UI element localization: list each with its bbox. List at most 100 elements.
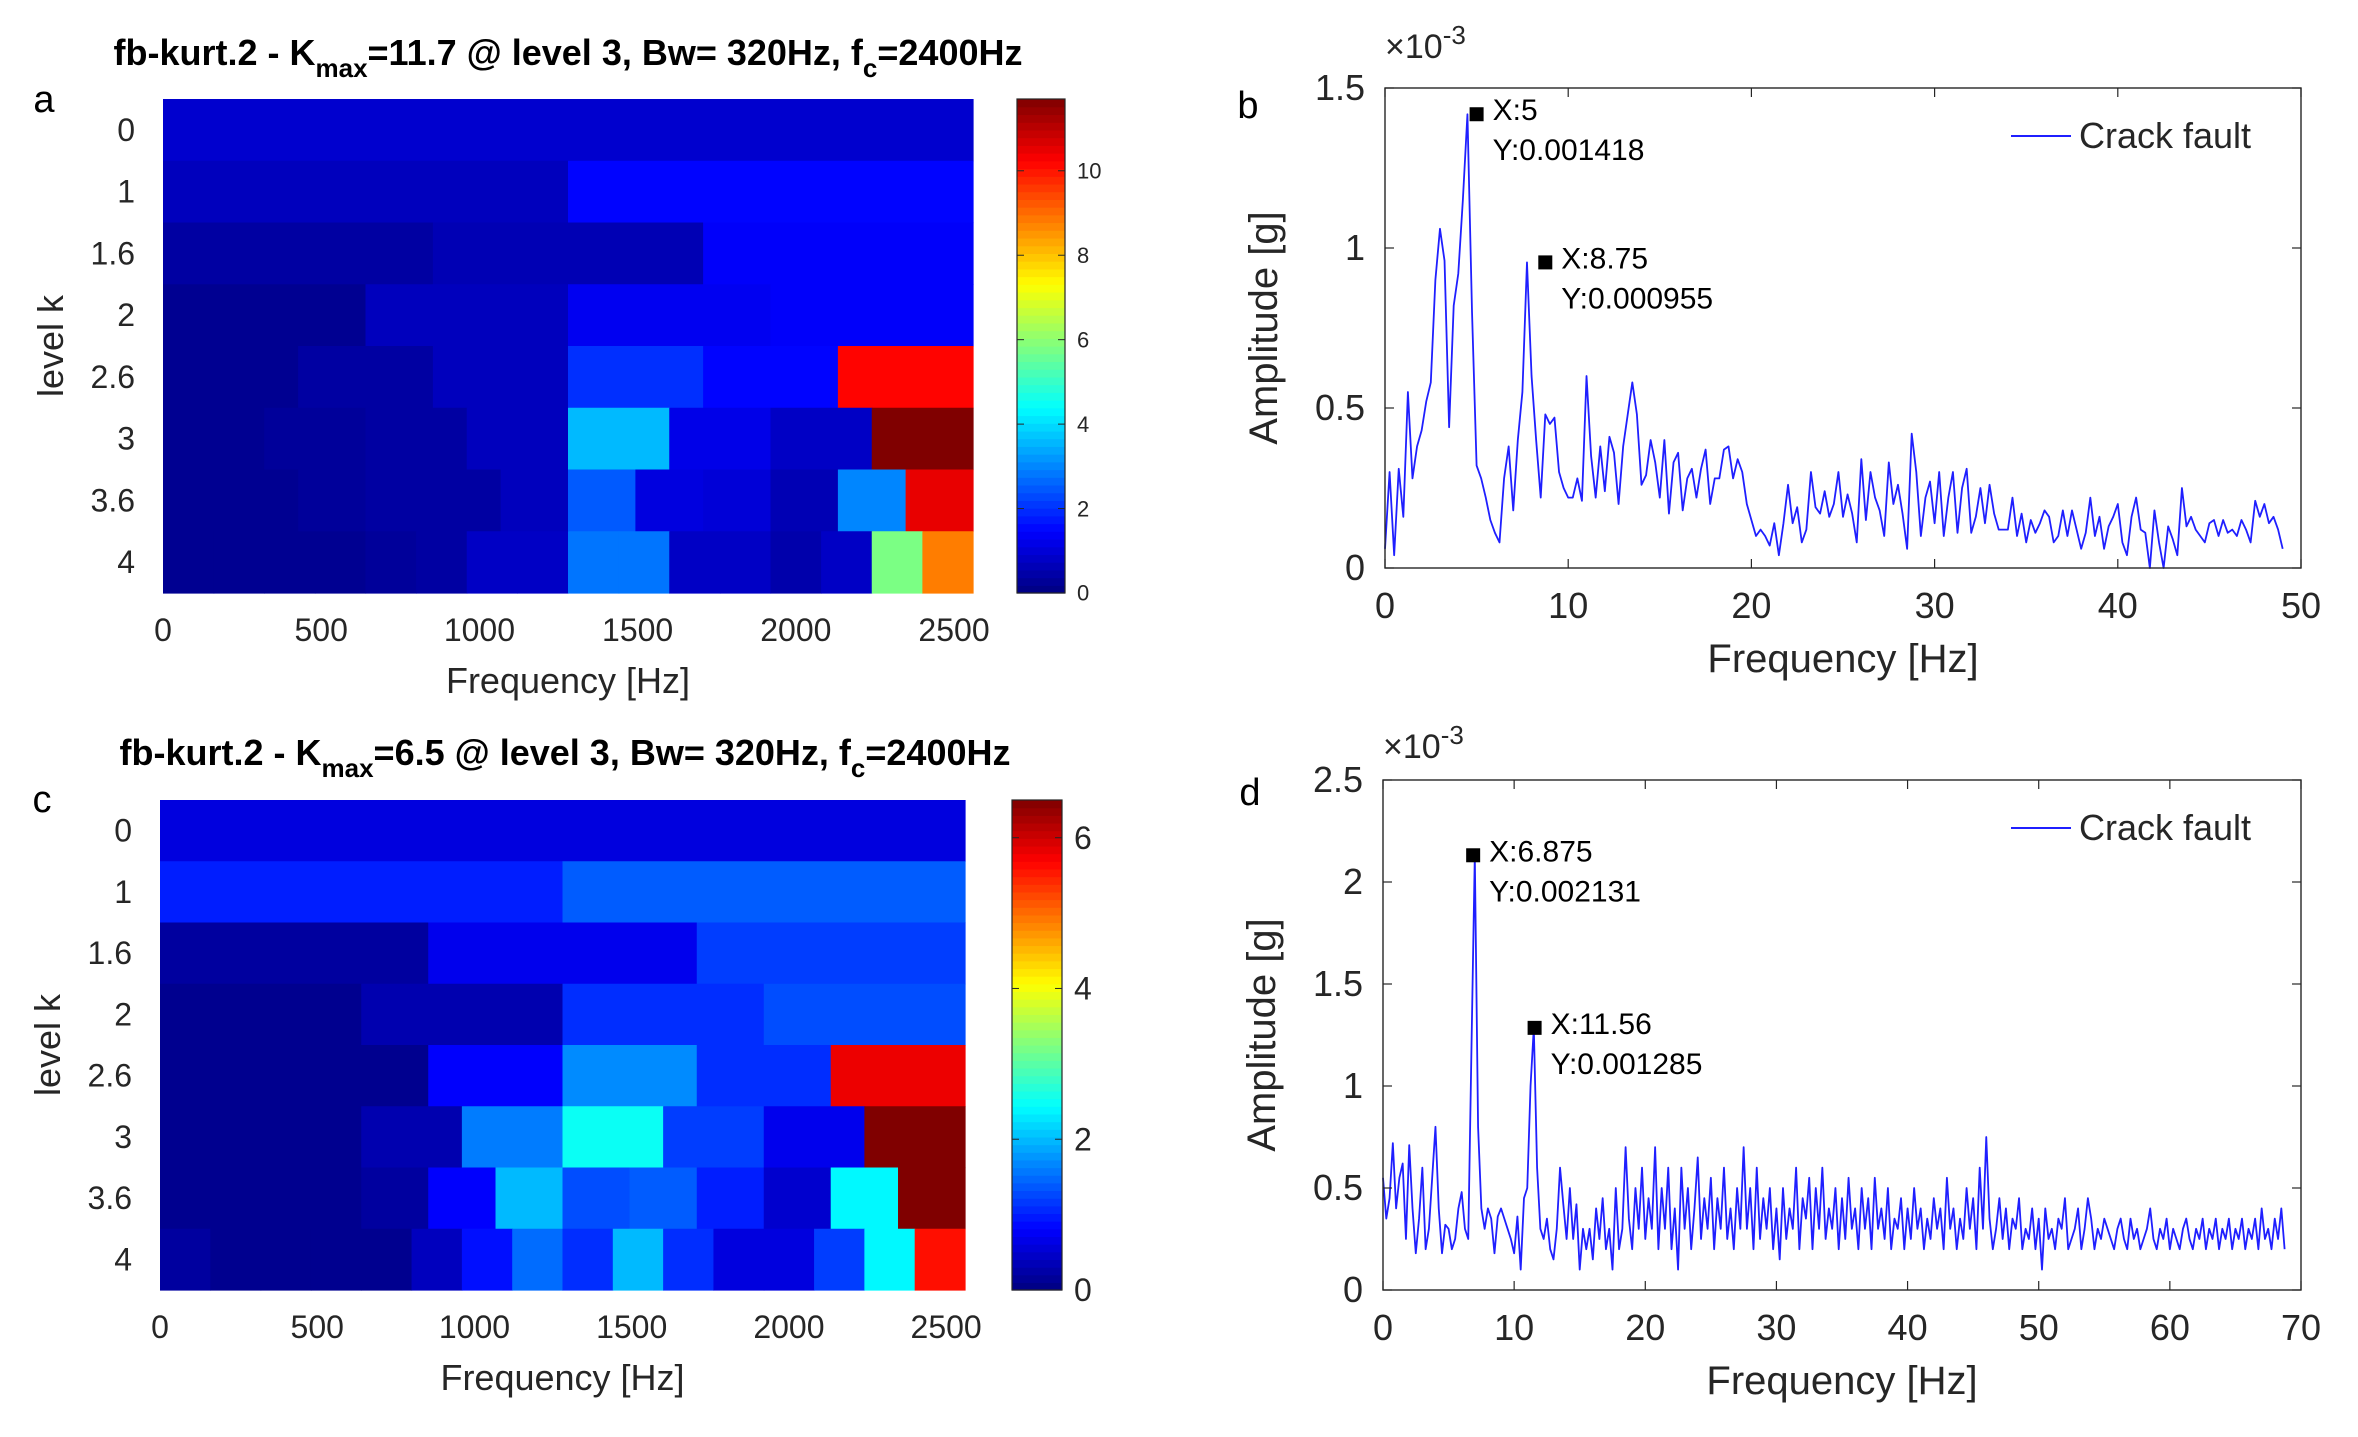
- x-tick-label: 2500: [918, 612, 989, 648]
- colorbar-segment: [1017, 523, 1065, 532]
- heatmap-cell: [562, 983, 765, 1046]
- x-tick-label: 500: [291, 1309, 344, 1345]
- title-part-rest2: =2400Hz: [865, 732, 1010, 773]
- y-tick-label: 1.5: [1313, 963, 1363, 1004]
- datatip-marker: [1466, 848, 1481, 863]
- line-panel-b: 0 10 20 30 40 50 0 0.5 1 1.5 ×10-3 Frequency [Hz] Am…: [1237, 20, 2321, 681]
- heatmap-cell: [837, 346, 974, 409]
- datatip-y-label: Y:0.001418: [1493, 134, 1645, 167]
- heatmap-cell: [512, 1228, 564, 1291]
- colorbar-tick-label: 8: [1077, 243, 1089, 268]
- colorbar-segment: [1017, 585, 1065, 594]
- colorbar-segment: [1017, 346, 1065, 355]
- colorbar-segment: [1017, 538, 1065, 548]
- title-part-rest1: =11.7 @ level 3, Bw= 320Hz, f: [368, 32, 864, 73]
- exponent-power: -3: [1443, 20, 1466, 50]
- colorbar-segment: [1017, 268, 1065, 278]
- datatip-marker: [1538, 255, 1553, 270]
- colorbar-segment: [1012, 1060, 1062, 1069]
- colorbar-segment: [1017, 230, 1065, 239]
- heatmap-cell: [562, 861, 966, 924]
- heatmap-cell: [814, 1228, 865, 1291]
- x-tick-label: 0: [151, 1309, 169, 1345]
- colorbar: 0 2 4 6: [1011, 799, 1092, 1308]
- colorbar-frame: [1016, 98, 1066, 594]
- heatmap-cell: [770, 407, 873, 471]
- panel-letter: c: [33, 779, 52, 821]
- colorbar-segment: [1017, 168, 1065, 177]
- heatmap-cell: [428, 922, 698, 985]
- colorbar-segment: [1017, 137, 1065, 146]
- heatmap-cell: [830, 1167, 899, 1230]
- heatmap-cell: [432, 222, 704, 285]
- colorbar-segment: [1017, 176, 1065, 185]
- colorbar-segment: [1017, 160, 1065, 170]
- colorbar-segment: [1017, 129, 1065, 139]
- heatmap-cell: [213, 531, 265, 594]
- heatmap-cell: [703, 222, 974, 285]
- heatmap-cell: [703, 469, 772, 532]
- x-tick-label: 60: [2150, 1307, 2190, 1348]
- x-tick-label: 1000: [444, 612, 515, 648]
- y-axis-label: level k: [27, 993, 68, 1096]
- x-axis-label: Frequency [Hz]: [446, 660, 690, 701]
- colorbar-segment: [1017, 276, 1065, 285]
- colorbar-segment: [1012, 838, 1062, 847]
- heatmap-cell: [160, 983, 362, 1046]
- x-tick-label: 30: [1756, 1307, 1796, 1348]
- heatmap-cell: [361, 1167, 429, 1230]
- colorbar-segment: [1012, 1052, 1062, 1061]
- colorbar-segment: [1012, 983, 1062, 993]
- heatmap-cell: [411, 1228, 463, 1291]
- colorbar-segment: [1017, 369, 1065, 378]
- heatmap-cell: [264, 531, 316, 594]
- y-axis-label: Amplitude [g]: [1240, 918, 1284, 1151]
- colorbar-segment: [1017, 322, 1065, 332]
- heatmap-cell: [416, 531, 468, 594]
- colorbar-segment: [1017, 153, 1065, 162]
- colorbar-segment: [1012, 1251, 1062, 1260]
- heatmap-cell: [663, 1106, 765, 1169]
- colorbar-segment: [1012, 1198, 1062, 1207]
- datatip-x-label: X:11.56: [1551, 1008, 1652, 1041]
- heatmap-cell: [568, 346, 704, 409]
- level-tick-label: 3.6: [88, 1180, 132, 1216]
- colorbar-segment: [1012, 884, 1062, 893]
- y-tick-label: 0.5: [1315, 387, 1365, 428]
- colorbar-segment: [1017, 99, 1065, 108]
- level-tick-label: 2: [117, 297, 135, 333]
- heatmap-cell: [568, 284, 772, 347]
- y-tick-label: 2.5: [1313, 759, 1363, 800]
- heatmap-cell: [871, 531, 923, 594]
- heatmap-cell: [260, 1106, 362, 1169]
- colorbar-segment: [1012, 1098, 1062, 1107]
- colorbar-segment: [1017, 577, 1065, 586]
- level-tick-label: 2: [114, 996, 132, 1032]
- heatmap-cell: [763, 983, 966, 1046]
- heatmap-cell: [210, 1228, 262, 1291]
- heatmap-cell: [517, 531, 569, 594]
- heatmap-cell: [160, 1167, 228, 1230]
- colorbar-segment: [1012, 1213, 1062, 1222]
- colorbar-segment: [1012, 937, 1062, 947]
- colorbar-segment: [1012, 800, 1062, 809]
- colorbar-segment: [1012, 1274, 1062, 1283]
- title-part-rest2: =2400Hz: [877, 32, 1022, 73]
- level-tick-label: 4: [117, 544, 135, 580]
- level-tick-label: 3.6: [91, 482, 135, 518]
- colorbar-segment: [1012, 1083, 1062, 1092]
- colorbar-segment: [1012, 907, 1062, 916]
- colorbar-segment: [1012, 945, 1062, 954]
- heatmap-cell: [361, 1228, 413, 1291]
- heatmap-cell: [163, 222, 434, 285]
- heatmap-cell: [568, 531, 620, 594]
- title-part-sub: max: [315, 53, 368, 83]
- heatmap-cell: [713, 1228, 765, 1291]
- heatmap-cell: [365, 531, 417, 594]
- axes-frame: [1382, 779, 2302, 1291]
- colorbar-segment: [1017, 122, 1065, 131]
- colorbar-segment: [1017, 214, 1065, 224]
- colorbar-segment: [1017, 291, 1065, 301]
- colorbar-segment: [1012, 1175, 1062, 1184]
- colorbar-segment: [1017, 199, 1065, 208]
